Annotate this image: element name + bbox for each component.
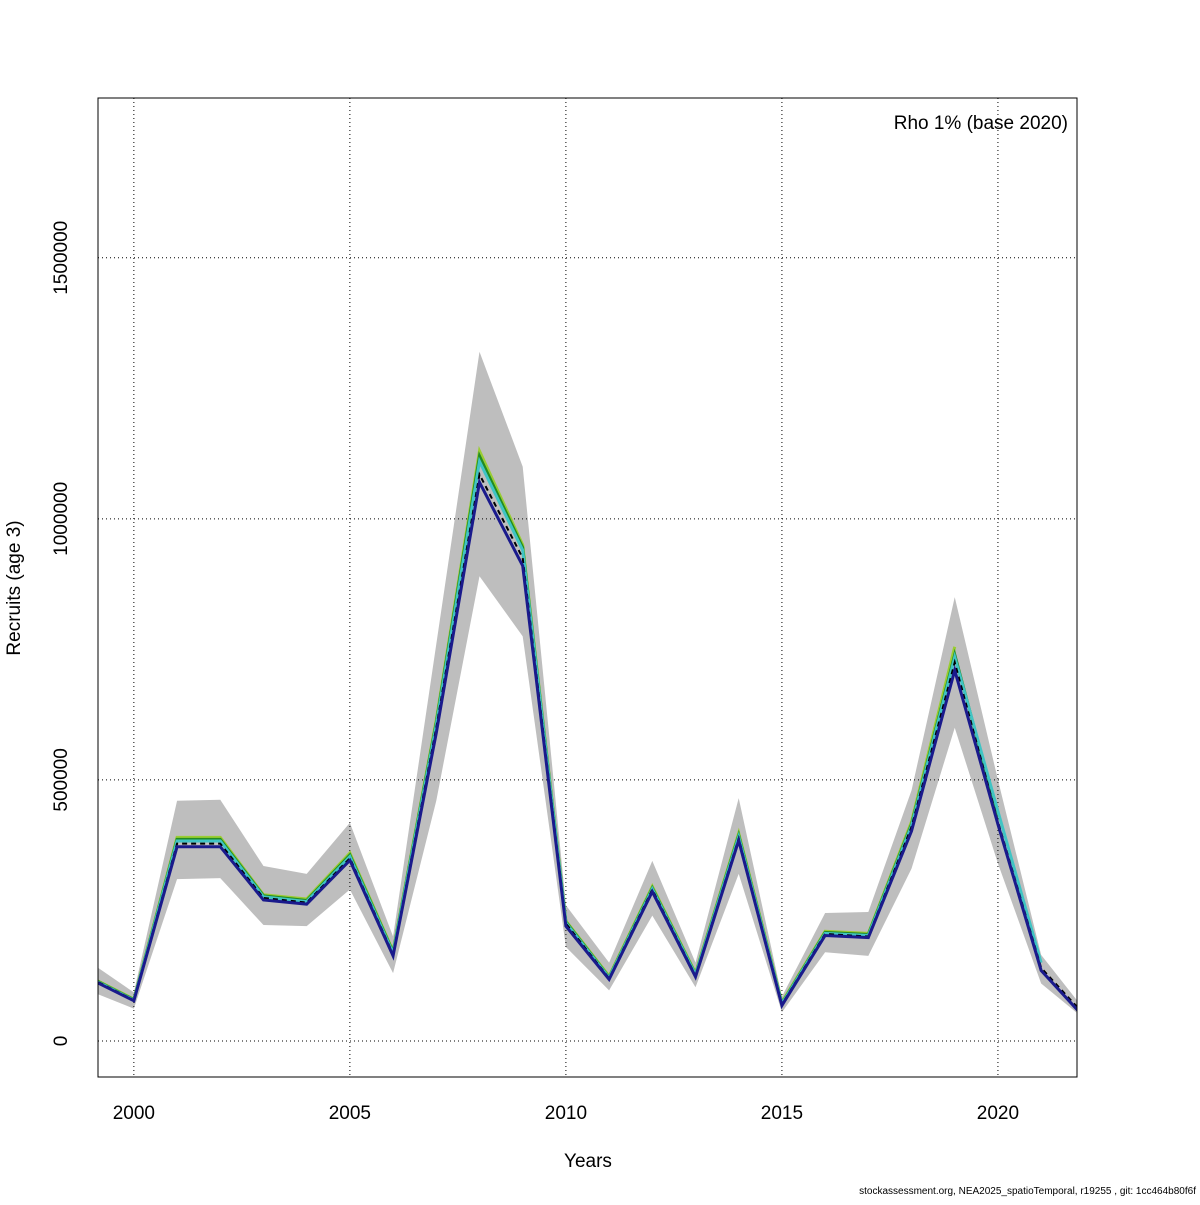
x-tick-label: 2000 (113, 1103, 155, 1124)
footer: stockassessment.org, NEA2025_spatioTempo… (859, 1186, 1196, 1197)
plot-frame (97, 97, 1078, 1078)
line (98, 477, 1077, 1012)
y-tick-label: 0 (51, 1036, 72, 1047)
confidence-band (98, 351, 1077, 1014)
y-tick-label: 1500000 (51, 221, 72, 295)
x-tick-label: 2005 (329, 1103, 371, 1124)
x-tick-label: 2020 (977, 1103, 1019, 1124)
annotation: Rho 1% (base 2020) (894, 113, 1068, 134)
x-tick-label: 2015 (761, 1103, 803, 1124)
x-axis-label: Years (564, 1151, 612, 1172)
plot-area (98, 98, 1077, 1077)
y-axis-label: Recruits (age 3) (4, 520, 25, 655)
y-tick-label: 1000000 (51, 482, 72, 556)
x-tick-label: 2010 (545, 1103, 587, 1124)
y-tick-label: 500000 (51, 748, 72, 811)
